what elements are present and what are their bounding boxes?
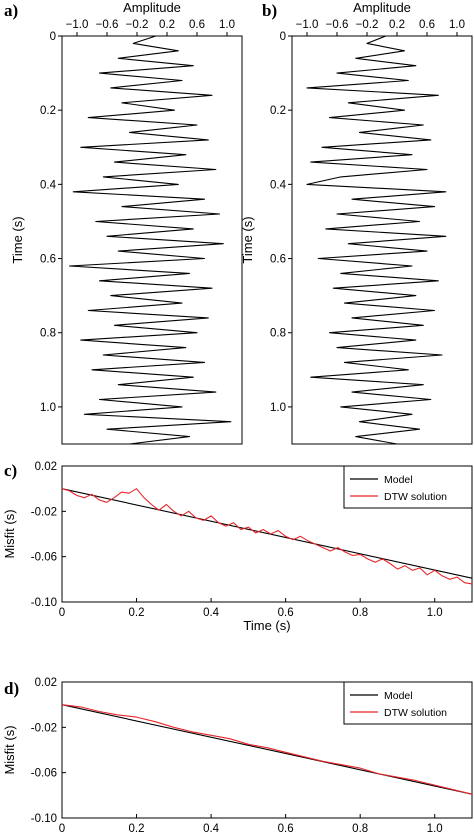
y-tick-label: 0.6 — [40, 254, 56, 266]
x-tick-label: 0.6 — [278, 823, 294, 832]
plot-frame — [61, 465, 473, 603]
x-tick-label: −1.0 — [296, 19, 319, 31]
x-tick-label: 0.4 — [203, 607, 220, 619]
panel-c: c) 0.02 -0.02 -0.06 -0.100 0.2 0.4 0.6 0.8 1.0 Tim… — [2, 461, 473, 633]
x-tick-label: −0.6 — [326, 19, 349, 31]
legend-label: Model — [384, 474, 413, 486]
x-axis-title: Time (s) — [243, 618, 290, 633]
y-tick-label: 0.4 — [40, 179, 57, 191]
x-tick-label: 1.0 — [427, 607, 443, 619]
series-line-model — [61, 704, 473, 795]
x-axis-title: Amplitude — [353, 0, 411, 15]
y-tick-label: 0.6 — [270, 254, 286, 266]
legend-label: DTW solution — [384, 491, 447, 503]
y-tick-label: -0.02 — [31, 722, 57, 734]
legend-box — [343, 681, 473, 725]
x-tick-label: 0.4 — [203, 823, 220, 832]
x-tick-label: 1.0 — [427, 823, 443, 832]
y-tick-label: 0.8 — [270, 328, 286, 340]
panel-b: b) −1.0 −0.6 −0.2 0.2 0.6 1.0 Amplitude 0 0.2 0.4 0… — [240, 0, 473, 445]
x-tick-label: −1.0 — [66, 19, 89, 31]
panel-d: d)0.02-0.02-0.06-0.1000.20.40.60.81.0Tim… — [2, 677, 473, 832]
legend-label: DTW solution — [384, 707, 447, 719]
x-tick-label: −0.2 — [126, 19, 149, 31]
x-tick-label: 0.8 — [352, 823, 368, 832]
panel-label-a: a) — [4, 1, 18, 20]
x-tick-label: 0.2 — [129, 607, 145, 619]
y-tick-label: -0.10 — [31, 597, 57, 609]
y-tick-label: -0.06 — [31, 552, 57, 564]
x-tick-label: 0.6 — [189, 19, 205, 31]
x-tick-label: 1.0 — [449, 19, 465, 31]
y-tick-label: 1.0 — [270, 402, 286, 414]
trace-line — [306, 35, 447, 445]
x-tick-label: 0.2 — [159, 19, 175, 31]
panel-a: a) −1.0 −0.6 −0.2 0.2 0.6 1.0 Amplitude 0 0.2 0.4 0… — [4, 0, 243, 445]
y-tick-label: 0.02 — [35, 461, 57, 473]
panel-label-c: c) — [4, 461, 17, 480]
x-tick-label: 0.8 — [352, 607, 368, 619]
y-tick-label: 0.2 — [270, 105, 286, 117]
series-line-dtw-solution — [61, 704, 473, 795]
x-axis-title: Amplitude — [123, 0, 181, 15]
panel-label-b: b) — [262, 1, 277, 20]
legend-label: Model — [384, 690, 413, 702]
x-tick-label: 0 — [59, 823, 65, 832]
legend-box — [343, 465, 473, 509]
panel-label-d: d) — [4, 679, 19, 698]
y-tick-label: 1.0 — [40, 402, 56, 414]
x-tick-label: 0.6 — [278, 607, 294, 619]
y-axis-title: Time (s) — [10, 216, 25, 263]
series-line-model — [61, 488, 473, 579]
plot-frame — [61, 681, 473, 819]
trace-line — [68, 35, 232, 445]
y-tick-label: -0.06 — [31, 768, 57, 780]
y-tick-label: -0.10 — [31, 813, 57, 825]
y-tick-label: 0.8 — [40, 328, 56, 340]
legend: Model DTW solution — [343, 465, 473, 509]
y-axis-title: Time (s) — [240, 216, 255, 263]
x-tick-label: 0.2 — [129, 823, 145, 832]
y-tick-label: 0.2 — [40, 105, 56, 117]
y-tick-label: 0.02 — [35, 677, 57, 689]
y-axis-title: Misfit (s) — [2, 725, 17, 774]
x-tick-label: 0.2 — [389, 19, 405, 31]
x-tick-label: 1.0 — [219, 19, 235, 31]
y-tick-label: -0.02 — [31, 506, 57, 518]
x-tick-label: −0.6 — [96, 19, 119, 31]
y-axis-title: Misfit (s) — [2, 509, 17, 558]
y-tick-label: 0.4 — [270, 179, 287, 191]
x-tick-label: 0.6 — [419, 19, 435, 31]
y-tick-label: 0 — [280, 31, 286, 43]
x-tick-label: 0 — [59, 607, 65, 619]
y-tick-label: 0 — [50, 31, 56, 43]
plot-frame — [61, 35, 243, 445]
series-line-dtw-solution — [61, 488, 473, 585]
plot-frame — [291, 35, 473, 445]
x-tick-label: −0.2 — [356, 19, 379, 31]
legend: Model DTW solution — [343, 681, 473, 725]
